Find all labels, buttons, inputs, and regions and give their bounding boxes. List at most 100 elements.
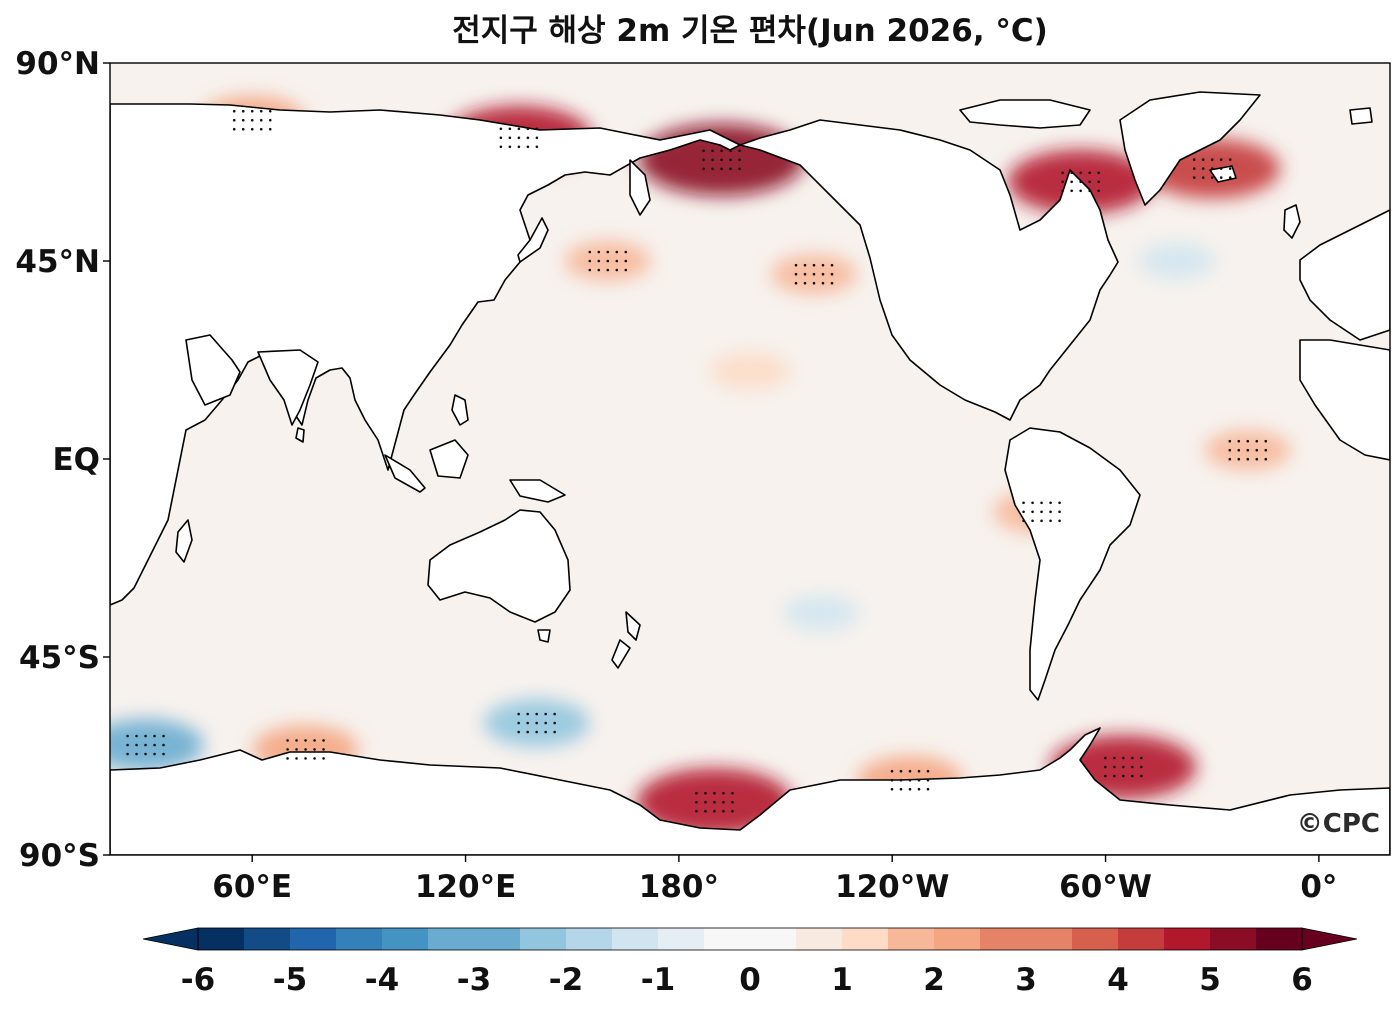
stipple-dot	[731, 800, 734, 804]
cpc-logo: ©CPC	[1297, 809, 1380, 839]
colorbar-tick-label: 4	[1107, 962, 1129, 998]
stipple-dot	[517, 730, 520, 734]
stipple-dot	[695, 809, 698, 813]
lon-tick-label: 0°	[1300, 869, 1337, 905]
stipple-dot	[1070, 180, 1073, 184]
stipple-dot	[153, 734, 156, 738]
arabian-peninsula	[185, 334, 241, 406]
stipple-dot	[526, 730, 529, 734]
stipple-dot	[1113, 756, 1116, 760]
stipple-dot	[1061, 189, 1064, 193]
colorbar-segment	[888, 928, 935, 950]
colorbar-segment	[980, 928, 1027, 950]
anomaly-region-17	[1138, 243, 1215, 279]
colorbar-segment	[704, 928, 751, 950]
chart-title: 전지구 해상 2m 기온 편차(Jun 2026, °C)	[452, 13, 1048, 49]
stipple-dot	[268, 127, 272, 131]
stipple-dot	[1246, 457, 1250, 461]
stipple-dot	[729, 158, 732, 162]
stipple-dot	[1228, 158, 1232, 161]
stipple-dot	[731, 791, 734, 795]
stipple-dot	[812, 272, 816, 276]
stipple-dot	[508, 136, 512, 140]
colorbar-tick-label: -4	[365, 962, 399, 998]
stipple-dot	[794, 272, 798, 276]
stipple-dot	[1049, 501, 1052, 505]
stipple-dot	[304, 739, 307, 742]
northwest-africa	[1299, 339, 1390, 461]
stipple-dot	[1040, 501, 1043, 505]
colorbar-segment	[1164, 928, 1211, 950]
stipple-dot	[1201, 158, 1205, 161]
stipple-dot	[1040, 510, 1043, 514]
stipple-dot	[1255, 457, 1259, 461]
stipple-dot	[1210, 158, 1214, 161]
stipple-dot	[1104, 765, 1107, 769]
anomaly-region-7	[710, 352, 790, 390]
stipple-dot	[544, 712, 547, 716]
colorbar-segment	[612, 928, 659, 950]
stipple-dot	[1104, 774, 1107, 778]
stipple-dot	[286, 748, 289, 751]
stipple-dot	[711, 149, 714, 153]
africa-eurasia-landmass	[110, 103, 741, 606]
colorbar-segment	[796, 928, 843, 950]
stipple-dot	[144, 743, 147, 747]
stipple-dot	[1022, 519, 1025, 523]
colorbar-segment	[198, 928, 245, 950]
stipple-dot	[1237, 448, 1241, 452]
stipple-dot	[597, 259, 601, 263]
colorbar-segment	[1072, 928, 1119, 950]
stipple-dot	[738, 158, 741, 162]
stipple-dot	[1070, 171, 1073, 175]
stipple-dot	[1079, 171, 1082, 175]
stipple-dot	[821, 281, 825, 285]
stipple-dot	[286, 739, 289, 742]
stipple-dot	[526, 145, 530, 149]
stipple-dot	[1131, 765, 1134, 769]
new-guinea	[509, 479, 566, 503]
stipple-dot	[926, 778, 930, 782]
stipple-dot	[553, 730, 556, 734]
stipple-dot	[135, 734, 138, 738]
stipple-dot	[702, 167, 705, 171]
stipple-dot	[1140, 756, 1143, 760]
stipple-dot	[295, 739, 298, 742]
stipple-dot	[830, 263, 834, 267]
stipple-dot	[908, 769, 912, 773]
stipple-dot	[821, 272, 825, 276]
anomaly-region-15	[110, 719, 204, 771]
stipple-dot	[729, 149, 732, 153]
stipple-dot	[153, 743, 156, 747]
stipple-dot	[126, 752, 129, 756]
stipple-dot	[295, 757, 298, 760]
stipple-dot	[908, 787, 912, 791]
stipple-dot	[899, 787, 903, 791]
tasmania	[537, 629, 551, 643]
stipple-dot	[232, 127, 236, 131]
lon-tick-label: 120°E	[415, 869, 516, 905]
stipple-dot	[1097, 180, 1100, 184]
stipple-dot	[535, 127, 539, 131]
colorbar-segment	[382, 928, 429, 950]
stipple-dot	[526, 712, 529, 716]
stipple-dot	[313, 757, 316, 760]
stipple-dot	[499, 136, 503, 140]
stipple-dot	[615, 250, 619, 254]
great-britain	[1283, 204, 1301, 239]
stipple-dot	[1228, 457, 1232, 461]
colorbar-segment	[566, 928, 613, 950]
stipple-dot	[135, 752, 138, 756]
stipple-dot	[704, 791, 707, 795]
stipple-dot	[917, 778, 921, 782]
stipple-dot	[1264, 457, 1268, 461]
stipple-dot	[890, 778, 894, 782]
stipple-dot	[1049, 510, 1052, 514]
stipple-dot	[304, 748, 307, 751]
stipple-dot	[322, 739, 325, 742]
stipple-dot	[313, 748, 316, 751]
stipple-dot	[1192, 167, 1196, 170]
stipple-dot	[1264, 448, 1268, 452]
stipple-dot	[812, 281, 816, 285]
stipple-dot	[821, 263, 825, 267]
